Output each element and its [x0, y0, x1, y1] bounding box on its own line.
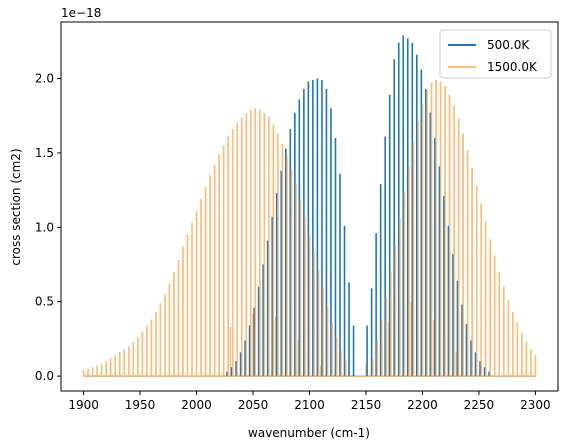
x-tick-label: 2150 — [351, 398, 382, 412]
series-1-overlay — [82, 80, 537, 377]
x-tick-label: 2300 — [520, 398, 551, 412]
x-tick-label: 2000 — [181, 398, 212, 412]
plot-area — [82, 35, 537, 377]
legend-label-1500k: 1500.0K — [487, 60, 538, 74]
y-tick-label: 1.0 — [35, 220, 54, 234]
y-offset-label: 1e−18 — [61, 6, 101, 20]
series-0 — [226, 35, 490, 377]
y-axis: 0.0 0.5 1.0 1.5 2.0 — [35, 72, 61, 383]
x-tick-label: 2250 — [464, 398, 495, 412]
y-tick-label: 0.0 — [35, 369, 54, 383]
y-tick-label: 0.5 — [35, 295, 54, 309]
legend: 500.0K 1500.0K — [439, 29, 552, 79]
y-tick-label: 1.5 — [35, 146, 54, 160]
x-tick-label: 2050 — [238, 398, 269, 412]
x-tick-label: 1950 — [125, 398, 156, 412]
y-tick-label: 2.0 — [35, 72, 54, 86]
x-tick-label: 2100 — [294, 398, 325, 412]
x-axis: 1900 1950 2000 2050 2100 2150 2200 2250 2300 — [68, 391, 551, 412]
x-tick-label: 2200 — [407, 398, 438, 412]
x-axis-label: wavenumber (cm-1) — [248, 426, 370, 440]
legend-label-500k: 500.0K — [487, 38, 530, 52]
x-tick-label: 1900 — [68, 398, 99, 412]
y-axis-label: cross section (cm2) — [9, 148, 23, 265]
